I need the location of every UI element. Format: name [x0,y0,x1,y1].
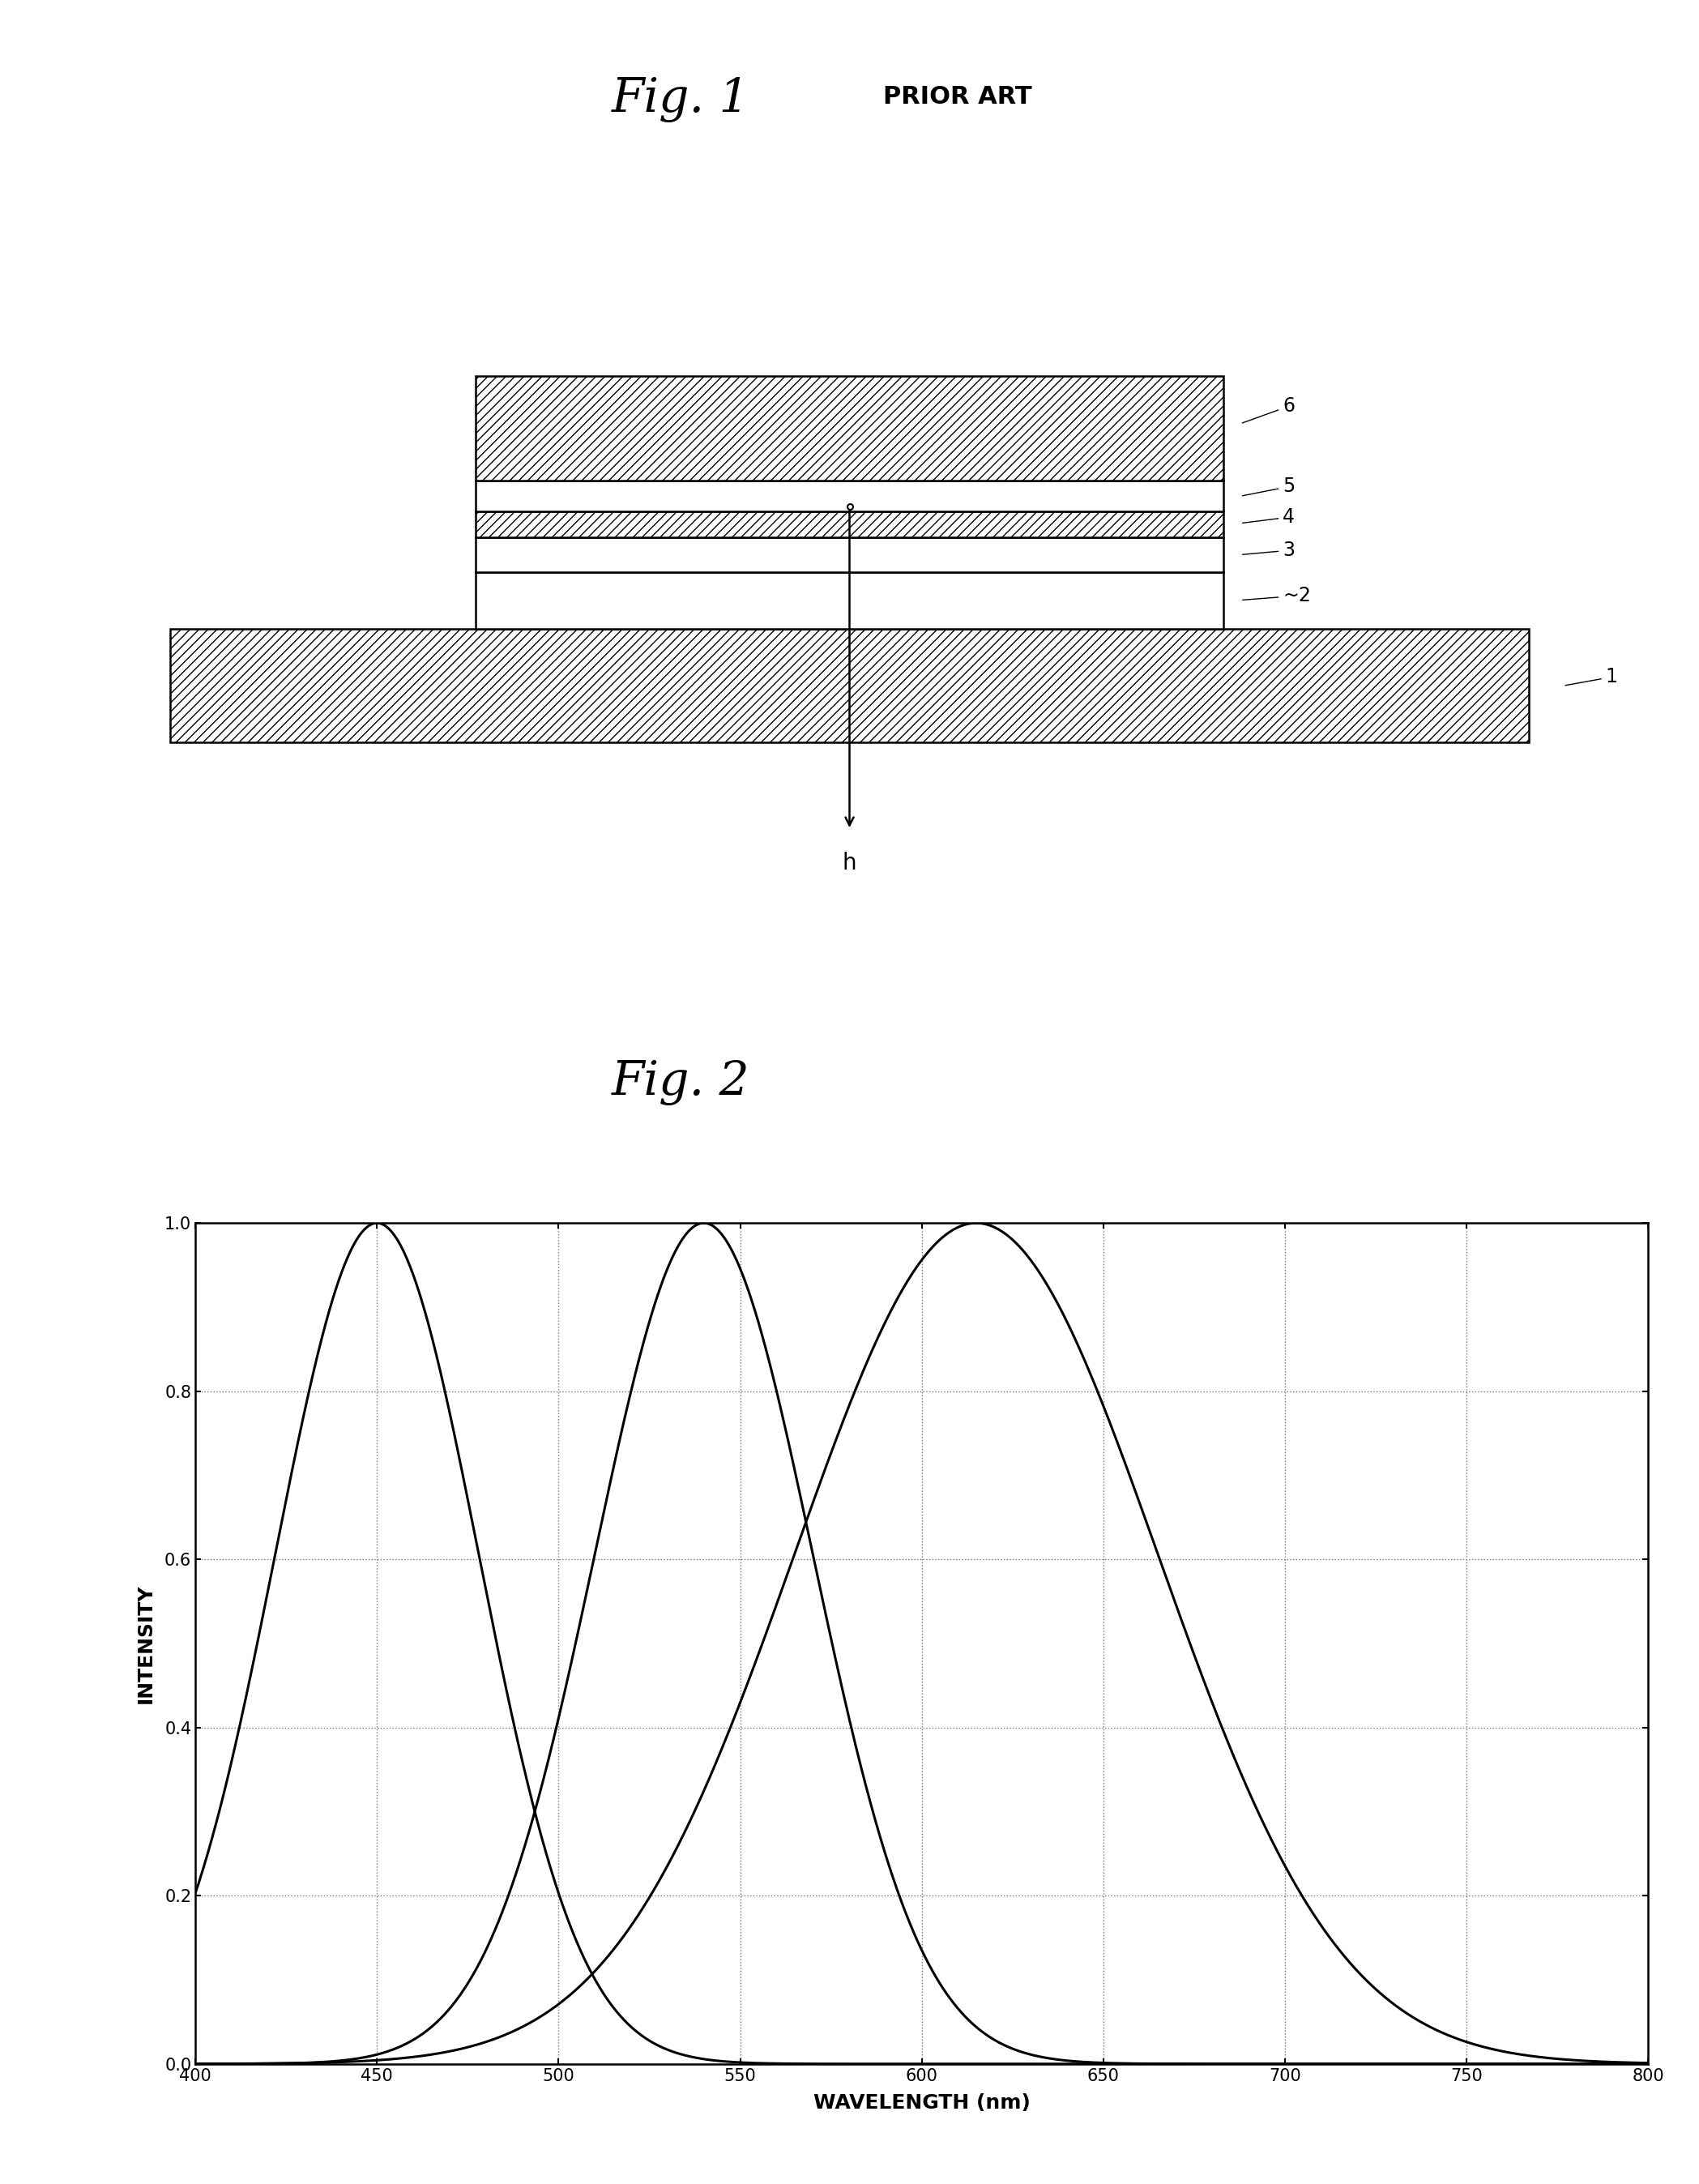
Text: ~2: ~2 [1242,585,1312,605]
Bar [476,511,1223,537]
Text: Fig. 1: Fig. 1 [612,76,749,122]
Y-axis label: INTENSITY: INTENSITY [136,1583,156,1704]
Text: 6: 6 [1242,397,1295,424]
Bar [476,376,1223,480]
Text: Fig. 2: Fig. 2 [612,1059,749,1105]
Bar [476,537,1223,572]
Bar [476,572,1223,629]
Text: h: h [843,852,856,874]
Text: 3: 3 [1242,542,1295,559]
Text: 1: 1 [1565,668,1617,686]
Text: PRIOR ART: PRIOR ART [883,85,1033,109]
X-axis label: WAVELENGTH (nm): WAVELENGTH (nm) [814,2092,1030,2112]
Bar [476,480,1223,511]
Text: 5: 5 [1242,476,1295,496]
Bar [170,629,1529,743]
Text: 4: 4 [1242,507,1295,526]
